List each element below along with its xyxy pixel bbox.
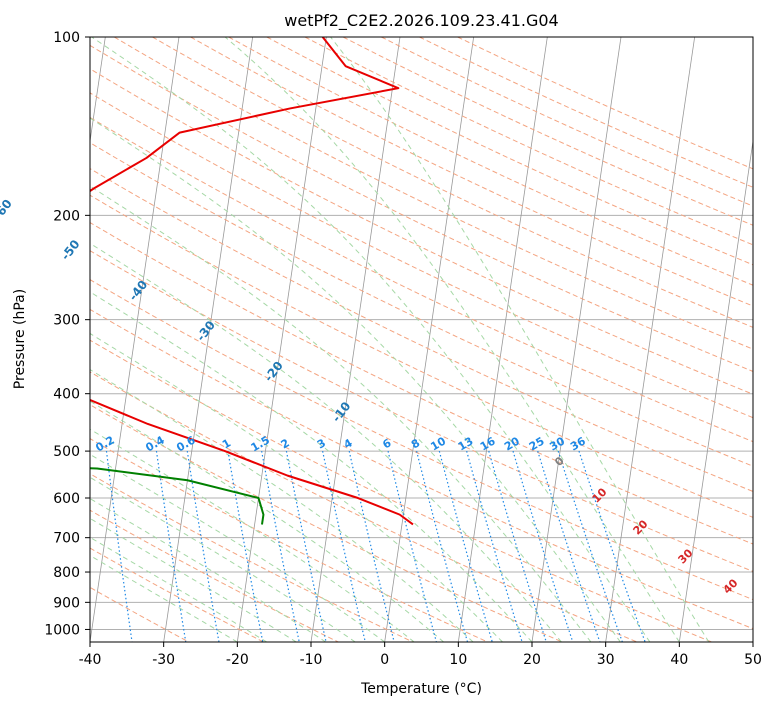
plot-frame (89, 36, 754, 643)
mixing-ratio-line (322, 450, 366, 642)
x-axis-title: Temperature (°C) (360, 681, 482, 697)
mixing-ratio-line (438, 450, 493, 642)
dry-adiabat (90, 473, 414, 642)
dry-adiabat (304, 37, 753, 246)
moist-adiabat (90, 476, 356, 642)
mixing-ratio-line (155, 451, 187, 642)
dry-adiabat (381, 37, 753, 207)
x-tick-label: 10 (449, 652, 467, 668)
mixing-ratio-line (466, 450, 523, 642)
mixing-ratio-line (512, 450, 574, 642)
dry-adiabat (90, 308, 753, 630)
x-tick-label: -10 (300, 652, 323, 668)
moist-adiabat (90, 291, 533, 642)
y-tick-label: 800 (53, 565, 80, 581)
y-tick-label: 900 (53, 595, 80, 611)
isotherm-line (384, 37, 475, 642)
isotherm-line (457, 37, 548, 642)
moist-adiabat (90, 185, 592, 642)
dry-adiabat (90, 92, 753, 419)
isotherm-line (163, 37, 254, 642)
moist-adiabat (90, 536, 268, 642)
chart-axes: -40 -30 -20 -10 0 10 20 30 40 50 1000 900 800 700 600 5… (44, 30, 762, 668)
x-tick-label: -30 (152, 652, 175, 668)
dry-adiabat (457, 37, 753, 170)
mixing-ratio-line (416, 450, 469, 642)
dry-adiabat (90, 194, 753, 518)
isotherm-line (90, 37, 180, 642)
mixing-ratio-line (285, 450, 327, 642)
dry-adiabat (152, 37, 753, 328)
y-tick-label: 700 (53, 531, 80, 547)
x-tick-label: 0 (380, 652, 389, 668)
mixing-ratio-line (261, 450, 300, 642)
mixing-ratio-line (537, 450, 601, 642)
y-tick-label: 400 (53, 387, 80, 403)
isotherm-line (678, 138, 753, 642)
moist-adiabat (90, 554, 238, 642)
mixing-ratio-line (105, 451, 133, 642)
mixing-ratio-line (387, 450, 437, 642)
x-tick-label: -40 (79, 652, 102, 668)
x-tick-label: -20 (226, 652, 249, 668)
moist-adiabat (90, 368, 474, 642)
y-tick-label: 1000 (44, 622, 80, 638)
dry-adiabat (90, 509, 339, 642)
dry-adiabat (90, 221, 753, 545)
isotherm-line (236, 37, 327, 642)
dry-adiabat (90, 279, 753, 601)
dry-adiabat (90, 250, 753, 572)
mixing-ratio-line (557, 450, 623, 642)
y-axis-title: Pressure (hPa) (12, 289, 28, 389)
x-tick-label: 30 (597, 652, 615, 668)
y-tick-label: 100 (53, 30, 80, 46)
dry-adiabat (90, 116, 753, 443)
y-tick-label: 500 (53, 444, 80, 460)
moist-adiabat (224, 37, 680, 642)
x-tick-label: 20 (523, 652, 541, 668)
y-tick-label: 600 (53, 491, 80, 507)
chart-grid (90, 37, 753, 642)
dry-adiabat (90, 68, 753, 395)
moist-adiabat (90, 517, 297, 642)
isotherm-line (531, 37, 622, 642)
dry-adiabat (228, 37, 753, 286)
dry-adiabat (90, 44, 753, 372)
moist-adiabat (90, 497, 327, 642)
moist-adiabat (90, 400, 444, 642)
x-tick-label: 40 (670, 652, 688, 668)
moist-adiabat (330, 37, 710, 642)
mixing-ratio-line (488, 450, 547, 642)
dry-adiabat (90, 142, 753, 467)
mixing-ratio-line (578, 450, 646, 642)
x-tick-label: 50 (744, 652, 762, 668)
moist-adiabat (90, 242, 562, 642)
chart-title: wetPf2_C2E2.2026.109.23.41.G04 (284, 11, 558, 31)
chart-series (90, 37, 414, 526)
y-tick-label: 200 (53, 208, 80, 224)
moist-adiabat (90, 117, 621, 642)
y-tick-label: 300 (53, 313, 80, 329)
mixing-ratio-line (348, 450, 395, 642)
temperature-profile-line (90, 37, 414, 526)
